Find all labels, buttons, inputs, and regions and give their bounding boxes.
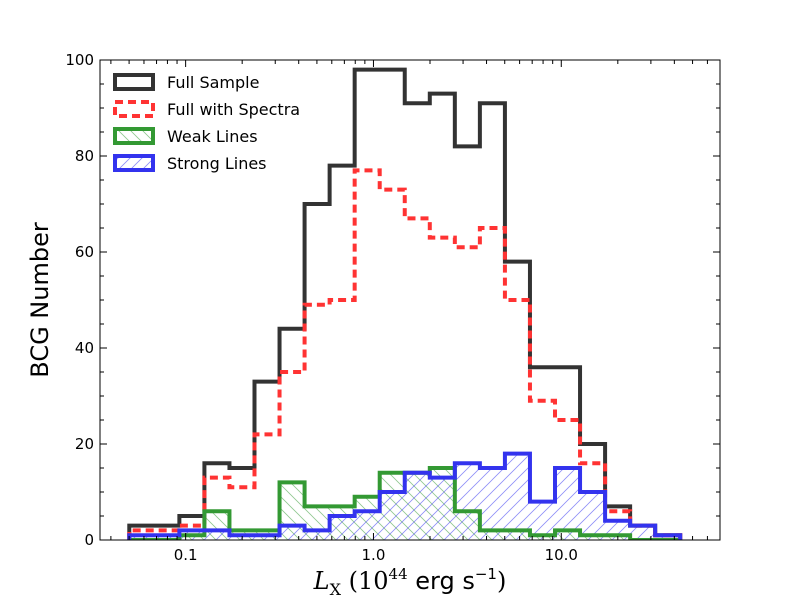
- y-tick-label: 0: [84, 531, 94, 549]
- full-with-spectra-legend-label: Full with Spectra: [167, 100, 300, 119]
- y-tick-label: 100: [65, 51, 94, 69]
- full-sample-legend-swatch: [113, 73, 155, 91]
- x-axis-label: LX (1044 erg s−1): [313, 565, 507, 599]
- x-label-unit: erg s: [408, 567, 475, 595]
- full-sample-histogram: [127, 67, 683, 540]
- full-with-spectra-histogram: [127, 168, 683, 540]
- x-label-unit-exponent: −1: [475, 565, 497, 583]
- strong-lines-hatch-fill: [129, 453, 681, 540]
- y-tick-label: 80: [75, 147, 94, 165]
- x-tick-label: 10.0: [545, 546, 578, 564]
- x-tick-label: 1.0: [362, 546, 386, 564]
- x-label-base: (10: [349, 567, 389, 595]
- weak-lines-legend-swatch: [113, 127, 155, 145]
- x-tick-label: 0.1: [174, 546, 198, 564]
- strong-lines-legend-swatch: [113, 154, 155, 172]
- strong-lines-histogram: [127, 451, 683, 540]
- x-label-close: ): [497, 567, 506, 595]
- y-axis-label: BCG Number: [26, 222, 54, 378]
- full-sample-legend-label: Full Sample: [167, 73, 259, 92]
- x-label-variable: L: [313, 567, 330, 595]
- y-tick-label: 60: [75, 243, 94, 261]
- y-tick-label: 20: [75, 435, 94, 453]
- strong-lines-legend-label: Strong Lines: [167, 154, 267, 173]
- weak-lines-legend-label: Weak Lines: [167, 127, 258, 146]
- full-with-spectra-legend-swatch: [113, 100, 155, 118]
- y-tick-label: 40: [75, 339, 94, 357]
- x-label-exponent: 44: [389, 565, 408, 583]
- x-label-subscript: X: [330, 580, 342, 599]
